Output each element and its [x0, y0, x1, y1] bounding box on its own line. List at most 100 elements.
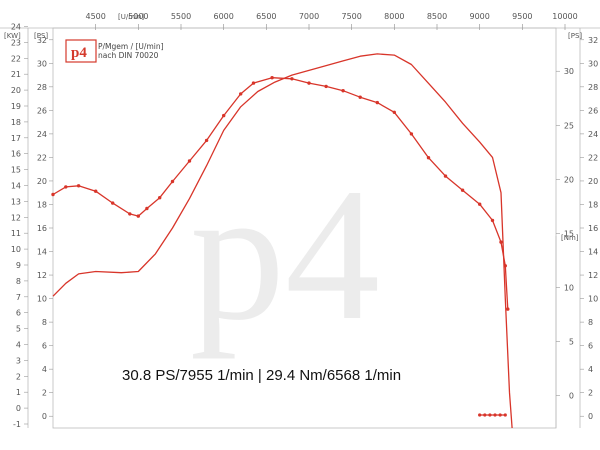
left-ps-axis-unit: [PS] — [34, 32, 48, 40]
kw-tick-label: 5 — [16, 325, 21, 334]
kw-tick-label: 14 — [11, 182, 21, 191]
ps-left-tick-label: 14 — [37, 248, 47, 257]
kw-tick-label: 4 — [16, 341, 21, 350]
ps-right-tick-label: 24 — [588, 130, 598, 139]
torque-point — [290, 77, 294, 81]
ps-left-tick-label: 10 — [37, 295, 47, 304]
ps-left-tick-label: 8 — [42, 318, 47, 327]
kw-tick-label: 18 — [11, 118, 21, 127]
ps-left-tick-label: 0 — [42, 412, 47, 421]
torque-point — [76, 184, 81, 188]
kw-tick-label: 8 — [16, 277, 21, 286]
ps-right-tick-label: 16 — [588, 224, 598, 233]
ps-right-tick-label: 14 — [588, 248, 598, 257]
watermark: p4 — [190, 150, 380, 360]
power-curve-line — [52, 53, 513, 429]
x-axis-unit: [U/min] — [118, 13, 144, 21]
x-tick-label: 5500 — [171, 12, 191, 21]
torque-point — [341, 89, 345, 93]
kw-tick-label: -1 — [13, 420, 21, 429]
kw-tick-label: 1 — [16, 388, 21, 397]
x-tick-label: 4500 — [85, 12, 105, 21]
ps-left-tick-label: 6 — [42, 342, 47, 351]
ps-right-tick-label: 20 — [588, 177, 598, 186]
x-tick-label: 9000 — [469, 12, 489, 21]
torque-point — [409, 132, 414, 136]
kw-tick-label: 21 — [11, 70, 21, 79]
ps-right-tick-label: 28 — [588, 83, 598, 92]
torque-point — [158, 196, 162, 200]
p4-logo-box — [65, 39, 97, 63]
x-tick-label: 8500 — [427, 12, 447, 21]
x-tick-label: 5000 — [128, 12, 148, 21]
torque-point — [222, 113, 226, 118]
nm-tick-label: 30 — [564, 67, 574, 76]
torque-point — [358, 95, 362, 99]
ps-left-tick-label: 30 — [37, 59, 47, 68]
zero-line-point — [503, 413, 507, 417]
nm-tick-label: 15 — [564, 229, 574, 238]
p4-logo: p4 — [65, 39, 97, 63]
torque-point — [204, 138, 209, 143]
torque-point — [426, 156, 431, 160]
zero-line-point — [483, 413, 487, 417]
right-nm-axis-unit: [Nm] — [561, 234, 579, 242]
x-tick-label: 10000 — [552, 12, 577, 21]
kw-tick-label: 0 — [16, 404, 21, 413]
torque-series — [51, 76, 510, 311]
ps-right-tick-label: 26 — [588, 106, 598, 115]
ps-left-tick-label: 22 — [37, 153, 47, 162]
ps-right-tick-label: 30 — [588, 59, 598, 68]
ps-right-tick-label: 12 — [588, 271, 598, 280]
torque-point — [503, 264, 507, 268]
torque-point — [136, 214, 140, 218]
ps-left-tick-label: 26 — [37, 106, 47, 115]
kw-tick-label: 16 — [11, 150, 21, 159]
right-nm-axis: 30 25 20 15 10 5 0 — [555, 67, 574, 428]
torque-point — [307, 81, 311, 85]
torque-point — [51, 192, 55, 197]
ps-left-tick-label: 16 — [37, 224, 47, 233]
kw-tick-label: 15 — [11, 166, 21, 175]
x-tick-label: 9500 — [512, 12, 532, 21]
ps-right-tick-label: 32 — [588, 36, 598, 45]
torque-point — [111, 201, 115, 205]
zero-line-point — [488, 413, 492, 417]
torque-point — [64, 185, 68, 189]
torque-point — [478, 202, 482, 206]
ps-right-tick-label: 6 — [588, 342, 593, 351]
zero-line-point — [498, 413, 502, 417]
kw-tick-label: 11 — [11, 229, 21, 238]
x-tick-label: 6000 — [213, 12, 233, 21]
nm-tick-label: 25 — [564, 121, 574, 130]
power-series — [52, 53, 513, 429]
torque-point — [324, 84, 328, 89]
kw-tick-label: 19 — [11, 102, 21, 111]
ps-right-tick-label: 0 — [588, 412, 593, 421]
torque-point — [251, 81, 256, 85]
ps-left-tick-label: 2 — [42, 389, 47, 398]
ps-right-tick-label: 10 — [588, 295, 598, 304]
ps-right-tick-label: 22 — [588, 153, 598, 162]
torque-point — [506, 307, 510, 311]
kw-tick-label: 10 — [11, 245, 21, 254]
ps-right-tick-label: 18 — [588, 200, 598, 209]
torque-point — [490, 218, 495, 223]
ps-right-tick-label: 4 — [588, 365, 593, 374]
chart-caption-line2: nach DIN 70020 — [98, 51, 159, 60]
torque-point — [460, 188, 465, 192]
right-ps-axis-unit: [PS] — [568, 32, 582, 40]
torque-point — [128, 212, 132, 216]
torque-point — [94, 189, 98, 193]
torque-point — [187, 159, 192, 163]
kw-tick-label: 20 — [11, 86, 21, 95]
kw-tick-label: 23 — [11, 38, 21, 47]
ps-left-tick-label: 20 — [37, 177, 47, 186]
left-kw-axis-unit: [KW] — [4, 32, 21, 40]
torque-point — [499, 240, 503, 244]
kw-tick-label: 24 — [11, 23, 21, 32]
kw-tick-label: 12 — [11, 213, 21, 222]
